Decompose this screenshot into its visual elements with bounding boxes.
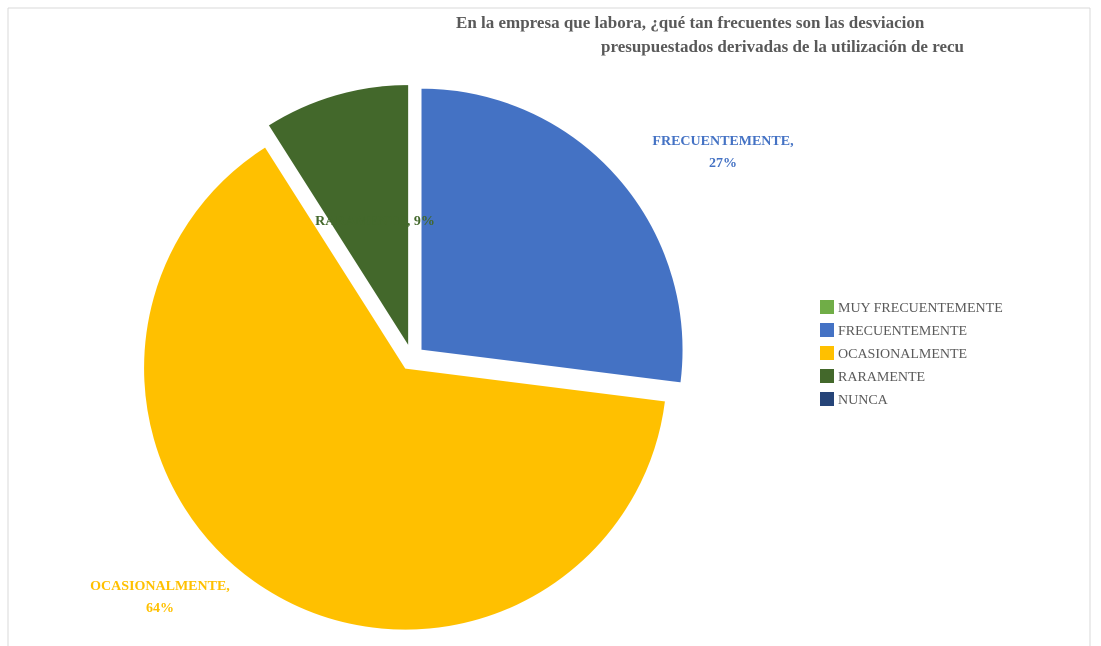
legend-swatch xyxy=(820,346,834,360)
chart-title: En la empresa que labora, ¿qué tan frecu… xyxy=(456,13,925,32)
pie-slice xyxy=(420,87,684,384)
data-label: RARAMENTE, 9% xyxy=(315,214,435,229)
legend-swatch xyxy=(820,323,834,337)
legend-label: MUY FRECUENTEMENTE xyxy=(838,301,1003,316)
legend-label: FRECUENTEMENTE xyxy=(838,324,967,339)
legend-swatch xyxy=(820,369,834,383)
legend-label: RARAMENTE xyxy=(838,370,925,385)
legend-label: NUNCA xyxy=(838,393,889,408)
chart-title: presupuestados derivadas de la utilizaci… xyxy=(601,37,964,56)
pie-slice xyxy=(143,146,667,631)
data-label: OCASIONALMENTE, 64% xyxy=(90,579,230,616)
legend-swatch xyxy=(820,392,834,406)
pie-slice xyxy=(267,83,410,349)
data-label: FRECUENTEMENTE, 27% xyxy=(652,134,793,171)
legend-swatch xyxy=(820,300,834,314)
legend-label: OCASIONALMENTE xyxy=(838,347,967,362)
